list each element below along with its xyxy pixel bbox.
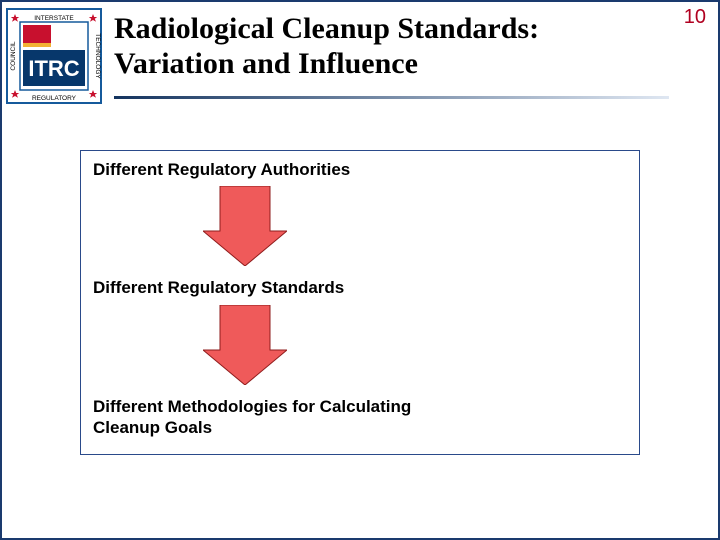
title-line-2: Variation and Influence <box>114 47 710 82</box>
logo-itrc-text: ITRC <box>28 56 79 81</box>
title-underline <box>114 87 710 105</box>
logo-bottom-word: REGULATORY <box>32 95 77 102</box>
content-box: Different Regulatory Authorities Differe… <box>80 150 640 455</box>
page-number: 10 <box>684 6 706 29</box>
slide-title: Radiological Cleanup Standards: Variatio… <box>114 8 710 105</box>
title-line-1: Radiological Cleanup Standards: <box>114 12 710 47</box>
step-1: Different Regulatory Authorities <box>93 159 627 180</box>
logo-right-word: TECHNOLOGY <box>94 33 101 79</box>
step-2: Different Regulatory Standards <box>93 277 627 298</box>
header: INTERSTATE REGULATORY COUNCIL TECHNOLOGY… <box>0 0 720 109</box>
down-arrow-icon <box>203 186 627 271</box>
logo-top-word: INTERSTATE <box>34 15 74 22</box>
itrc-logo: INTERSTATE REGULATORY COUNCIL TECHNOLOGY… <box>6 8 102 109</box>
down-arrow-icon <box>203 305 627 390</box>
logo-left-word: COUNCIL <box>10 41 17 71</box>
step-3: Different Methodologies for Calculating … <box>93 396 453 439</box>
